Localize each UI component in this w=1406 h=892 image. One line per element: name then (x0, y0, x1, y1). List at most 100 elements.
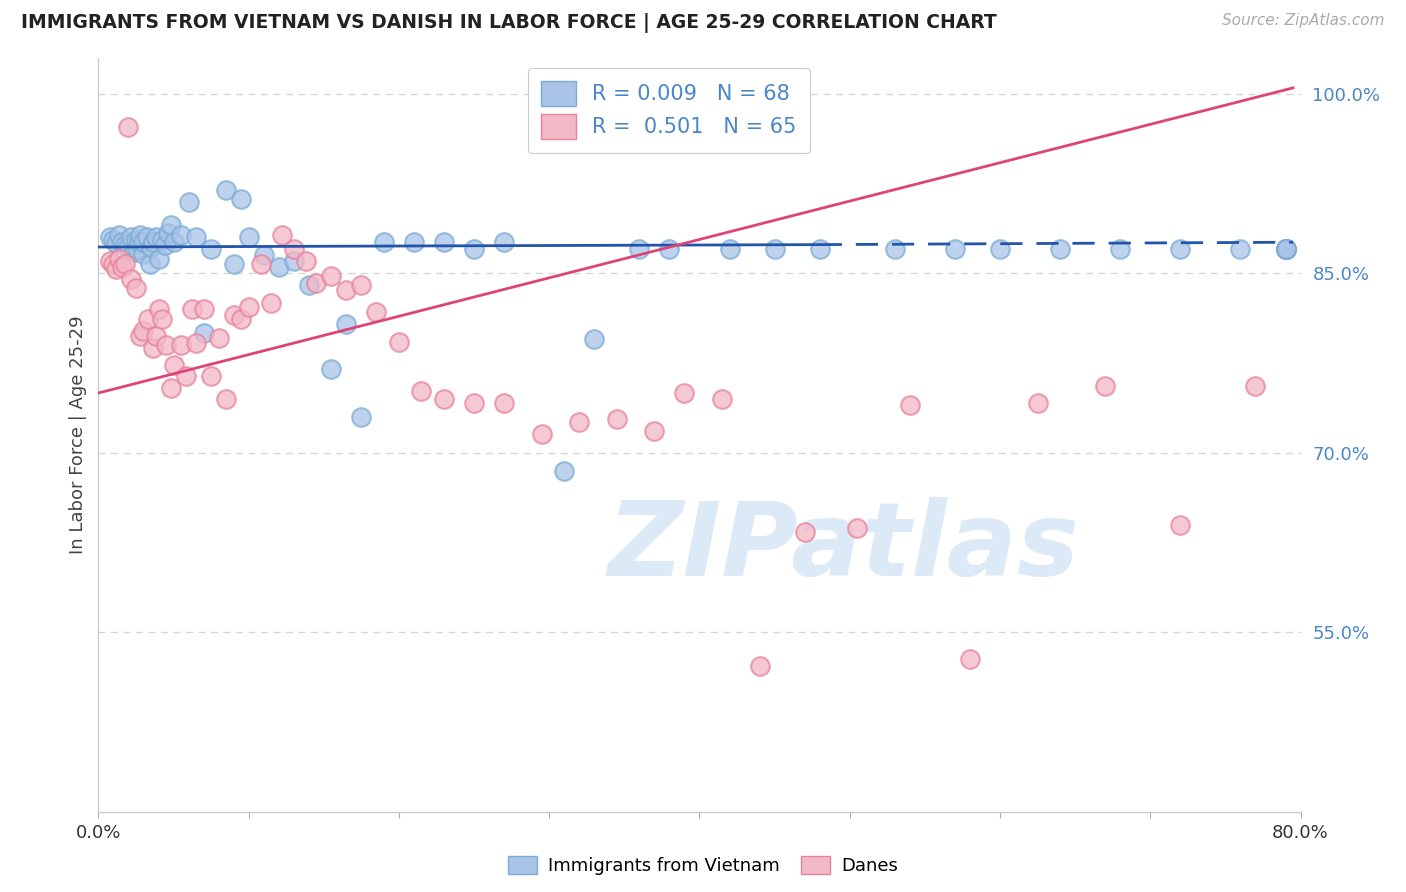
Point (494, 235, 516, 250)
Point (988, 243, 1011, 257)
Point (711, 392, 734, 406)
Point (294, 254, 316, 268)
Point (763, 243, 786, 257)
Text: IMMIGRANTS FROM VIETNAM VS DANISH IN LABOR FORCE | AGE 25-29 CORRELATION CHART: IMMIGRANTS FROM VIETNAM VS DANISH IN LAB… (21, 13, 997, 33)
Point (141, 341, 163, 355)
Point (267, 260, 290, 275)
Point (105, 261, 128, 276)
Point (388, 334, 411, 349)
Point (150, 311, 173, 326)
Point (898, 398, 921, 412)
Point (174, 369, 197, 384)
Point (238, 300, 260, 314)
Point (270, 228, 292, 243)
Point (718, 243, 741, 257)
Point (249, 257, 271, 271)
Point (108, 252, 131, 266)
Point (184, 230, 207, 244)
Point (260, 296, 283, 310)
Point (193, 326, 215, 340)
Point (132, 324, 155, 338)
Point (103, 257, 125, 271)
Point (658, 243, 681, 257)
Point (494, 395, 516, 409)
Point (145, 230, 167, 244)
Point (148, 302, 170, 317)
Point (125, 233, 148, 247)
Point (350, 278, 373, 293)
Point (141, 235, 163, 250)
Point (628, 243, 651, 257)
Point (111, 235, 134, 250)
Point (184, 335, 207, 350)
Point (1026, 395, 1049, 409)
Point (1244, 379, 1267, 393)
Point (215, 183, 238, 197)
Point (350, 409, 373, 424)
Point (1274, 243, 1296, 257)
Point (335, 283, 357, 297)
Point (583, 332, 606, 346)
Point (1379, 132, 1402, 146)
Point (1049, 243, 1071, 257)
Point (153, 237, 176, 252)
Point (1274, 243, 1296, 257)
Point (238, 230, 260, 244)
Point (136, 311, 159, 326)
Point (200, 369, 222, 384)
Point (162, 359, 184, 373)
Point (1274, 243, 1296, 257)
Point (373, 235, 395, 250)
Point (159, 381, 181, 395)
Point (1274, 243, 1296, 257)
Point (105, 236, 128, 251)
Point (108, 228, 131, 243)
Point (129, 328, 152, 343)
Point (433, 392, 456, 406)
Point (1094, 379, 1116, 393)
Point (139, 240, 162, 254)
Point (125, 281, 148, 295)
Point (1229, 243, 1251, 257)
Point (177, 194, 200, 209)
Point (180, 302, 202, 317)
Point (321, 268, 343, 283)
Point (846, 521, 869, 535)
Point (305, 276, 328, 290)
Point (959, 651, 981, 665)
Point (433, 235, 456, 250)
Point (463, 395, 485, 409)
Point (808, 243, 831, 257)
Point (215, 392, 238, 406)
Point (253, 248, 276, 262)
Point (643, 424, 665, 438)
Point (231, 311, 253, 326)
Point (463, 243, 485, 257)
Point (121, 230, 143, 244)
Point (366, 304, 388, 318)
Point (568, 415, 591, 429)
Legend: Immigrants from Vietnam, Danes: Immigrants from Vietnam, Danes (501, 848, 905, 882)
Point (283, 254, 305, 268)
Point (200, 243, 222, 257)
Point (124, 244, 146, 259)
Y-axis label: In Labor Force | Age 25-29: In Labor Force | Age 25-29 (69, 316, 87, 554)
Point (748, 658, 770, 673)
Point (170, 338, 193, 352)
Point (1170, 243, 1192, 257)
Point (150, 233, 173, 247)
Point (156, 226, 179, 240)
Point (1170, 517, 1192, 532)
Point (155, 338, 177, 352)
Point (128, 235, 150, 250)
Point (1274, 243, 1296, 257)
Point (793, 524, 815, 539)
Point (132, 235, 155, 250)
Point (298, 278, 321, 293)
Point (111, 260, 134, 275)
Point (145, 328, 167, 343)
Point (222, 308, 245, 322)
Point (159, 219, 181, 233)
Text: Source: ZipAtlas.com: Source: ZipAtlas.com (1222, 13, 1385, 29)
Point (553, 464, 575, 478)
